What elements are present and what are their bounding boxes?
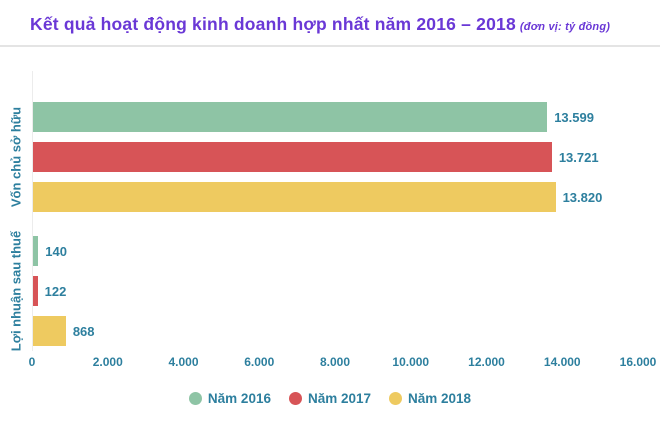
legend-label: Năm 2017 (307, 391, 372, 406)
plot-area: 13.599 13.721 13.820 140 122 868 (32, 71, 638, 351)
legend-marker-icon (288, 392, 302, 405)
x-axis: 0 2.000 4.000 6.000 8.000 10.000 12.000 14.000 1… (28, 355, 657, 375)
bar-năm-2017-1[interactable] (33, 276, 38, 306)
x-axis-tick: 6.000 (244, 355, 275, 369)
bar-value-label: 122 (44, 283, 67, 299)
bar-năm-2016-1[interactable] (33, 236, 39, 266)
y-axis-label: Vốn chủ sở hữu (8, 106, 24, 208)
legend-item-năm-2018[interactable]: Năm 2018 (389, 391, 471, 406)
bar-chart: Vốn chủ sở hữu Lợi nhuận sau thuế 13.599 1… (0, 47, 660, 430)
bar-row: 13.820 (33, 182, 638, 212)
bar-row: 868 (33, 316, 638, 346)
x-axis-tick: 2.000 (92, 355, 123, 369)
chart-header: Kết quả hoạt động kinh doanh hợp nhất nă… (0, 0, 660, 47)
x-axis-tick: 12.000 (468, 355, 505, 369)
x-axis-tick: 10.000 (392, 355, 430, 369)
chart-title-text: Kết quả hoạt động kinh doanh hợp nhất nă… (30, 14, 516, 34)
bar-row: 13.599 (33, 102, 638, 132)
legend: Năm 2016 Năm 2017 Năm 2018 (0, 391, 660, 406)
bar-value-label: 13.820 (562, 189, 603, 205)
legend-marker-icon (188, 392, 202, 405)
bar-value-label: 13.721 (558, 149, 599, 165)
x-axis-tick: 14.000 (543, 355, 581, 369)
bar-value-label: 868 (72, 323, 95, 339)
x-axis-tick: 8.000 (319, 355, 351, 369)
bar-năm-2018-1[interactable] (33, 316, 66, 346)
chart-unit-note: (đơn vị: tỷ đồng) (519, 21, 611, 33)
legend-marker-icon (389, 392, 403, 405)
bar-row: 122 (33, 276, 638, 306)
bar-năm-2018-0[interactable] (33, 182, 556, 212)
bar-row: 13.721 (33, 142, 638, 172)
bar-năm-2017-0[interactable] (33, 142, 552, 172)
bar-row: 140 (33, 236, 638, 266)
legend-item-năm-2016[interactable]: Năm 2016 (188, 391, 271, 406)
bar-value-label: 13.599 (554, 109, 594, 125)
legend-label: Năm 2016 (207, 391, 271, 406)
y-axis-label: Lợi nhuận sau thuế (8, 230, 24, 352)
legend-item-năm-2017[interactable]: Năm 2017 (288, 391, 372, 406)
x-axis-tick: 16.000 (619, 355, 657, 369)
x-axis-tick: 0 (28, 355, 36, 369)
bar-value-label: 140 (45, 243, 67, 259)
x-axis-tick: 4.000 (168, 355, 199, 369)
legend-label: Năm 2018 (408, 391, 472, 406)
bar-năm-2016-0[interactable] (33, 102, 548, 132)
chart-title: Kết quả hoạt động kinh doanh hợp nhất nă… (30, 14, 660, 35)
